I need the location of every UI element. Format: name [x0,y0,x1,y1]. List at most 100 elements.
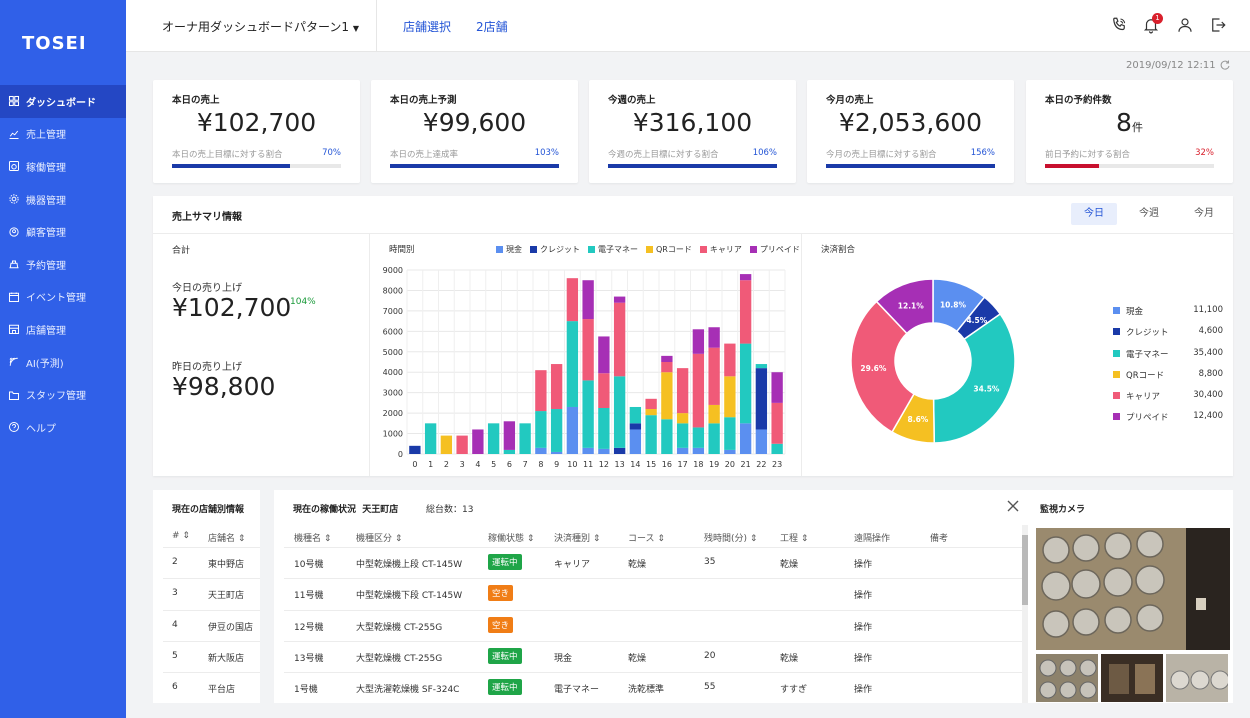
col-header-payment[interactable]: 決済種別 ⇕ [554,531,600,544]
kpi-title: 本日の売上 [172,95,220,106]
kpi-sub-label: 今月の売上目標に対する割合 [826,150,937,160]
store-row-name[interactable]: 平台店 [208,685,236,696]
camera-main-image[interactable] [1036,528,1230,650]
dashboard-pattern-select[interactable]: オーナ用ダッシュボードパターン1 ▼ [162,18,359,35]
logout-icon[interactable] [1209,16,1227,34]
col-header-process[interactable]: 工程 ⇕ [780,531,808,544]
kpi-title: 今週の売上 [608,95,656,106]
header-label: 残時間(分) [704,534,748,544]
sidebar-item-0[interactable]: ダッシュボード [0,85,126,118]
row-divider [284,672,1022,674]
col-header-machine[interactable]: 機種名 ⇕ [294,531,331,544]
sidebar-item-8[interactable]: AI(予測) [0,346,126,379]
scrollbar[interactable] [1022,525,1028,703]
remote-operate-link[interactable]: 操作 [854,685,873,696]
store-row-name[interactable]: 東中野店 [208,560,245,570]
legend-value: 4,600 [1198,326,1223,337]
bar-segment [724,343,736,377]
logo: TOSEI [22,33,87,54]
x-tick-label: 15 [646,460,656,469]
col-header-remote[interactable]: 遠隔操作 [854,531,890,544]
sidebar-item-4[interactable]: 顧客管理 [0,215,126,248]
kpi-progress-bar [1045,164,1214,168]
status-cell-remaining: 55 [704,682,716,693]
bar-segment [771,443,783,454]
status-cell-remaining: 20 [704,650,716,661]
sort-icon[interactable]: ⇕ [654,534,665,544]
store-row-name[interactable]: 伊豆の国店 [208,622,254,633]
col-header-no[interactable]: # ⇕ [172,531,190,541]
sidebar-item-2[interactable]: 稼働管理 [0,150,126,183]
sort-icon[interactable]: ⇕ [798,534,809,544]
bar-segment [598,448,610,454]
col-header-remaining[interactable]: 残時間(分) ⇕ [704,531,757,544]
pie-legend-item: 電子マネー 35,400 [1113,347,1223,368]
kpi-sub-label: 前日予約に対する割合 [1045,150,1131,160]
tab-this-week[interactable]: 今週 [1139,208,1159,219]
store-select-link[interactable]: 店舗選択 [403,20,452,34]
header-label: 決済種別 [554,534,591,544]
y-tick-label: 1000 [383,430,403,439]
x-tick-label: 21 [741,460,751,469]
camera-thumbnail-2[interactable] [1101,654,1163,702]
bar-segment [550,451,563,454]
sort-icon[interactable]: ⇕ [321,534,332,544]
tab-this-month[interactable]: 今月 [1194,208,1214,219]
notification-badge: 1 [1152,13,1163,24]
sidebar-item-9[interactable]: スタッフ管理 [0,378,126,411]
x-tick-label: 2 [444,460,449,469]
camera-thumbnail-1[interactable] [1036,654,1098,702]
remote-operate-link[interactable]: 操作 [854,622,873,633]
sidebar-item-5[interactable]: 予約管理 [0,248,126,281]
sidebar-item-label: AI(予測) [26,358,64,370]
scrollbar-thumb[interactable] [1022,535,1028,605]
store-count-link[interactable]: 2店舗 [476,20,508,34]
sort-icon[interactable]: ⇕ [747,534,758,544]
bar-segment [645,415,657,454]
sidebar-item-10[interactable]: ヘルプ [0,411,126,444]
sort-icon[interactable]: ⇕ [392,534,403,544]
sort-icon[interactable]: ⇕ [590,534,601,544]
phone-icon[interactable] [1110,16,1128,34]
store-row-name[interactable]: 天王町店 [208,591,245,602]
col-header-note[interactable]: 備考 [930,531,948,544]
camera-thumbnail-3[interactable] [1166,654,1228,702]
sidebar-item-1[interactable]: 売上管理 [0,118,126,151]
bar-segment [724,417,736,450]
col-header-course[interactable]: コース ⇕ [628,531,665,544]
legend-item: 現金 [496,244,522,255]
store-row-name[interactable]: 新大阪店 [208,653,245,664]
sales-summary-panel: 売上サマリ情報 今日 今週 今月 合計 今日の売り上げ ¥102,700 104… [153,196,1233,476]
refresh-icon[interactable] [1219,59,1231,71]
sidebar-item-6[interactable]: イベント管理 [0,281,126,314]
bar-segment [629,406,642,424]
x-tick-label: 13 [615,460,625,469]
legend-label: クレジット [1126,328,1169,339]
bar-segment [645,398,657,410]
tab-today[interactable]: 今日 [1071,203,1117,225]
today-sales-value: ¥102,700 [172,293,292,322]
close-icon[interactable] [1006,499,1020,513]
remote-operate-link[interactable]: 操作 [854,560,873,570]
store-row-no: 5 [172,650,178,661]
col-header-store-name[interactable]: 店舗名 ⇕ [208,534,246,544]
legend-swatch [1113,307,1120,314]
remote-operate-link[interactable]: 操作 [854,653,873,664]
x-tick-label: 22 [756,460,766,469]
help-icon [8,421,20,433]
sidebar-item-7[interactable]: 店舗管理 [0,313,126,346]
customer-icon [8,226,20,238]
col-header-type[interactable]: 機種区分 ⇕ [356,531,402,544]
kpi-card: 本日の売上予測 ¥99,600 本日の売上達成率 103% [371,80,578,183]
legend-value: 8,800 [1198,368,1223,379]
col-header-status[interactable]: 稼働状態 ⇕ [488,531,534,544]
sort-icon[interactable]: ⇕ [524,534,535,544]
sidebar-item-3[interactable]: 機器管理 [0,183,126,216]
bar-segment [582,380,594,448]
x-tick-label: 8 [538,460,543,469]
bar-segment [739,274,752,281]
remote-operate-link[interactable]: 操作 [854,591,873,602]
row-divider [284,578,1022,580]
user-icon[interactable] [1176,16,1194,34]
